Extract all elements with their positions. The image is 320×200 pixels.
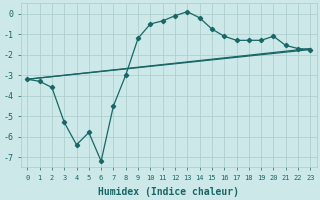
- X-axis label: Humidex (Indice chaleur): Humidex (Indice chaleur): [98, 186, 239, 197]
